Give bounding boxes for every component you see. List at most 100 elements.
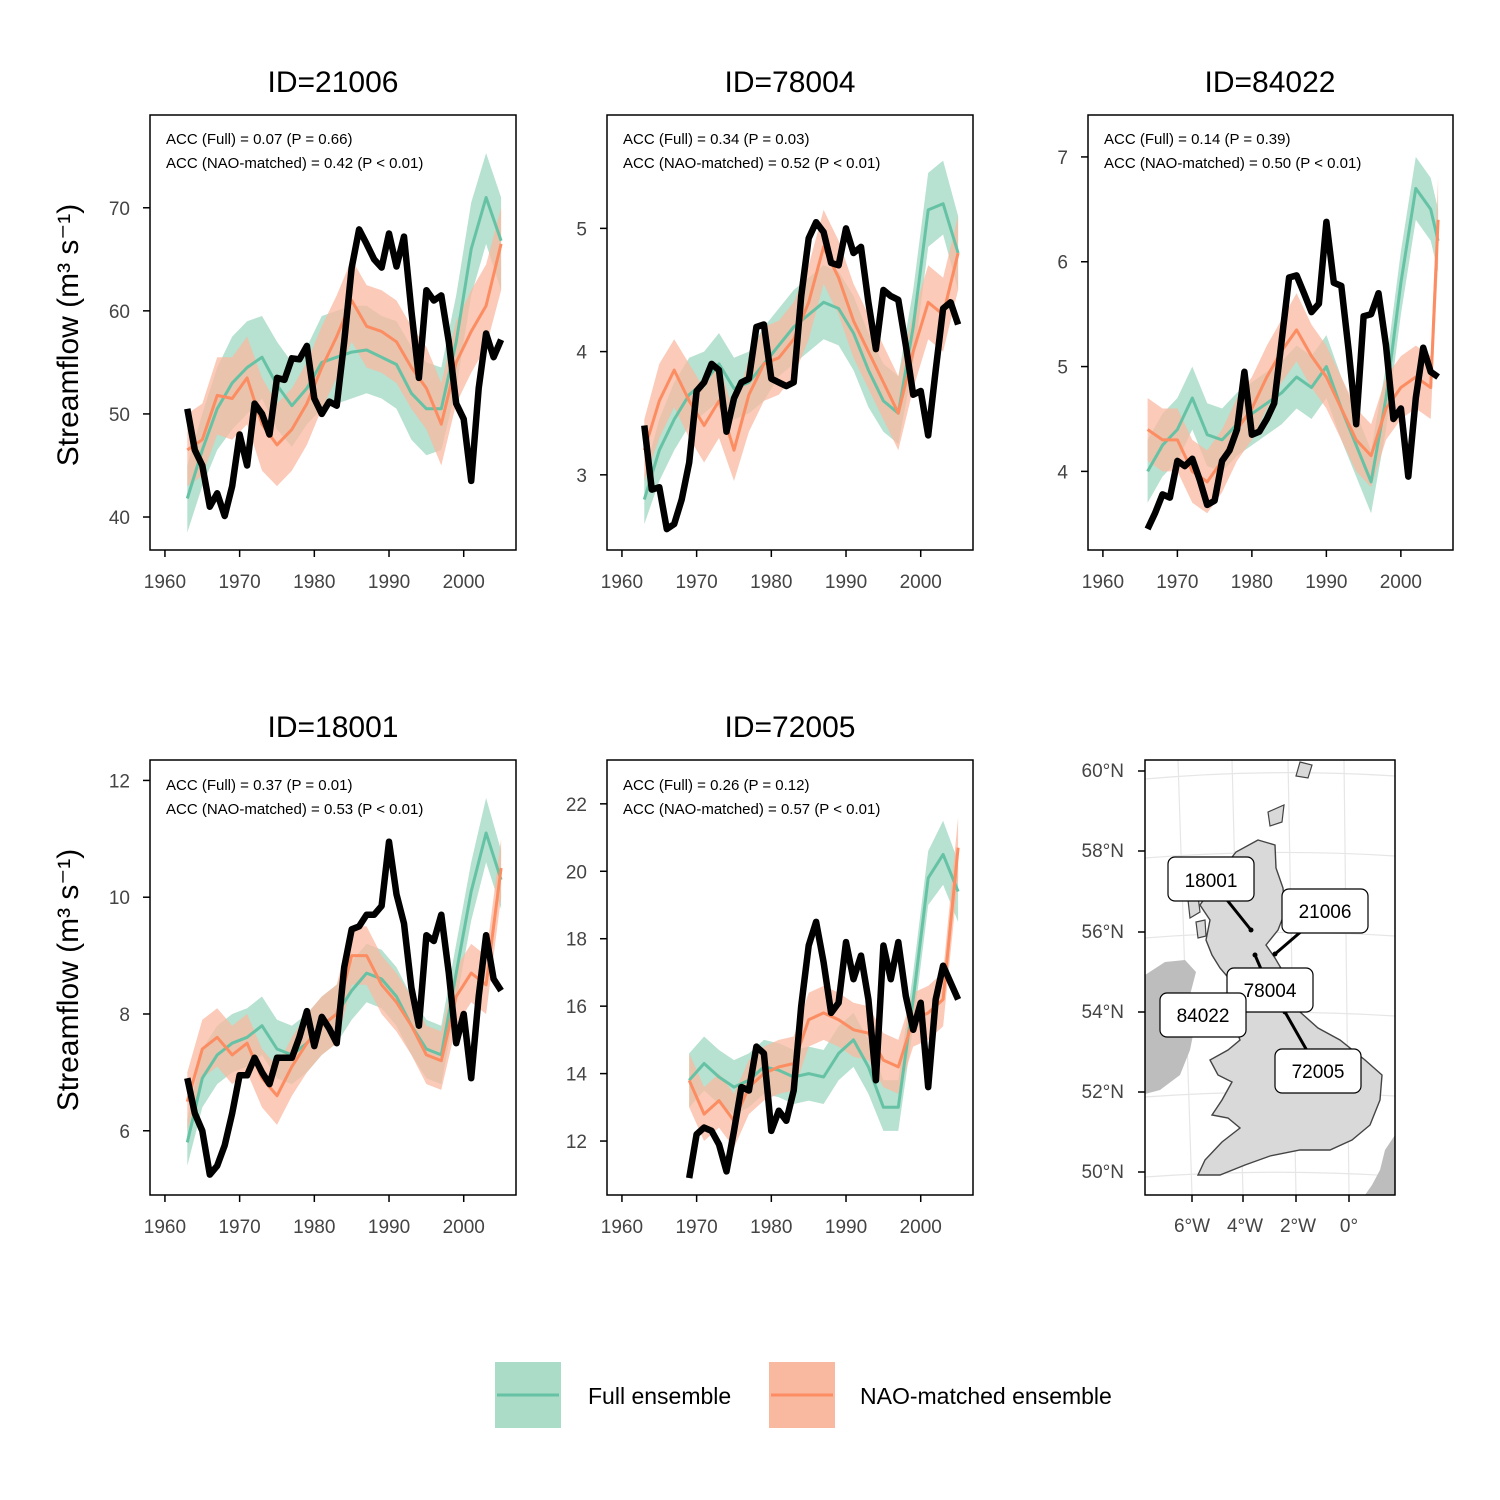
y-tick-label: 18 <box>566 930 587 951</box>
y-tick-label: 12 <box>109 771 130 792</box>
panel-title: ID=21006 <box>268 66 399 99</box>
svg-text:21006: 21006 <box>1299 902 1352 923</box>
x-tick-label: 2000 <box>443 572 485 593</box>
svg-text:50°N: 50°N <box>1082 1162 1124 1183</box>
x-tick-label: 1990 <box>825 1217 867 1238</box>
svg-text:Streamflow (m³ s⁻¹): Streamflow (m³ s⁻¹) <box>52 849 85 1112</box>
plot-area <box>685 817 962 1179</box>
line-full <box>688 852 960 1109</box>
x-tick-label: 1980 <box>750 1217 792 1238</box>
y-tick-label: 5 <box>576 219 587 240</box>
svg-text:56°N: 56°N <box>1082 922 1124 943</box>
svg-text:4°W: 4°W <box>1227 1216 1263 1237</box>
y-axis-label-text: Streamflow <box>52 961 85 1111</box>
svg-text:Streamflow (m³ s⁻¹): Streamflow (m³ s⁻¹) <box>52 204 85 467</box>
legend-key-nao <box>769 1362 835 1428</box>
panel-title: ID=84022 <box>1205 66 1336 99</box>
y-tick-label: 22 <box>566 795 587 816</box>
svg-text:18001: 18001 <box>1185 871 1238 892</box>
x-tick-label: 1970 <box>218 572 260 593</box>
x-tick-label: 1970 <box>1156 572 1198 593</box>
line-observed <box>184 226 505 520</box>
x-tick-label: 1980 <box>750 572 792 593</box>
legend-label-nao: NAO-matched ensemble <box>860 1383 1112 1409</box>
plot-frame <box>149 114 517 551</box>
legend-label-full: Full ensemble <box>588 1383 731 1409</box>
x-tick-label: 1990 <box>825 572 867 593</box>
panel-84022: ID=84022 ACC (Full) = 0.14 (P = 0.39) AC… <box>1057 66 1454 593</box>
plot-frame <box>606 759 974 1196</box>
y-tick-label: 4 <box>576 343 587 364</box>
acc-full-text: ACC (Full) = 0.34 (P = 0.03) <box>623 131 809 148</box>
line-full <box>1146 186 1440 484</box>
y-tick-label: 8 <box>119 1005 130 1026</box>
band-nao <box>1147 177 1439 514</box>
acc-nao-text: ACC (NAO-matched) = 0.52 (P < 0.01) <box>623 155 880 172</box>
y-tick-label: 4 <box>1057 462 1068 483</box>
station-label-72005: 72005 <box>1274 1048 1362 1094</box>
y-axis-unit: (m³ s⁻¹) <box>52 849 85 953</box>
line-full <box>185 831 503 1143</box>
x-tick-label: 1960 <box>601 1217 643 1238</box>
station-label-18001: 18001 <box>1167 856 1255 902</box>
x-tick-label: 1980 <box>293 1217 335 1238</box>
x-tick-label: 1970 <box>218 1217 260 1238</box>
y-tick-label: 5 <box>1057 358 1068 379</box>
acc-full-text: ACC (Full) = 0.07 (P = 0.66) <box>166 131 352 148</box>
plot-frame <box>606 114 974 551</box>
svg-text:84022: 84022 <box>1177 1006 1230 1027</box>
y-axis-label-text: Streamflow <box>52 316 85 466</box>
svg-text:2°W: 2°W <box>1280 1216 1316 1237</box>
station-label-84022: 84022 <box>1159 992 1247 1038</box>
map-frame <box>1144 759 1396 1196</box>
x-tick-label: 1960 <box>601 572 643 593</box>
x-tick-label: 1980 <box>1231 572 1273 593</box>
line-observed <box>685 918 962 1179</box>
acc-full-text: ACC (Full) = 0.26 (P = 0.12) <box>623 777 809 794</box>
acc-full-text: ACC (Full) = 0.37 (P = 0.01) <box>166 777 352 794</box>
panel-78004: ID=78004 ACC (Full) = 0.34 (P = 0.03) AC… <box>576 66 974 593</box>
line-observed <box>1144 218 1440 531</box>
panel-18001: ID=18001 ACC (Full) = 0.37 (P = 0.01) AC… <box>109 711 517 1238</box>
x-tick-label: 1960 <box>144 572 186 593</box>
plot-area <box>184 798 504 1178</box>
panel-title: ID=72005 <box>725 711 856 744</box>
station-label-78004: 78004 <box>1226 967 1314 1013</box>
svg-text:78004: 78004 <box>1244 981 1297 1002</box>
x-tick-label: 2000 <box>1380 572 1422 593</box>
x-tick-label: 2000 <box>900 572 942 593</box>
y-axis-label-top: Streamflow (m³ s⁻¹) <box>52 204 85 467</box>
plot-frame <box>1087 114 1454 551</box>
svg-text:52°N: 52°N <box>1082 1082 1124 1103</box>
y-axis-label-bottom: Streamflow (m³ s⁻¹) <box>52 849 85 1112</box>
station-label-21006: 21006 <box>1281 888 1369 934</box>
x-tick-label: 2000 <box>443 1217 485 1238</box>
acc-full-text: ACC (Full) = 0.14 (P = 0.39) <box>1104 131 1290 148</box>
panel-title: ID=78004 <box>725 66 856 99</box>
acc-nao-text: ACC (NAO-matched) = 0.57 (P < 0.01) <box>623 801 880 818</box>
y-tick-label: 40 <box>109 508 130 529</box>
x-tick-label: 1990 <box>368 572 410 593</box>
panel-21006: ID=21006 ACC (Full) = 0.07 (P = 0.66) AC… <box>109 66 517 593</box>
svg-text:60°N: 60°N <box>1082 761 1124 782</box>
plot-area <box>1144 156 1440 531</box>
y-tick-label: 16 <box>566 997 587 1018</box>
y-tick-label: 10 <box>109 888 130 909</box>
map-lat-labels: 60°N 58°N 56°N 54°N 52°N 50°N <box>1082 761 1145 1183</box>
y-axis-unit: (m³ s⁻¹) <box>52 204 85 308</box>
legend-key-full <box>495 1362 561 1428</box>
svg-text:0°: 0° <box>1340 1216 1358 1237</box>
y-tick-label: 14 <box>566 1065 588 1086</box>
acc-nao-text: ACC (NAO-matched) = 0.50 (P < 0.01) <box>1104 155 1361 172</box>
y-tick-label: 50 <box>109 405 130 426</box>
svg-text:58°N: 58°N <box>1082 841 1124 862</box>
x-tick-label: 1980 <box>293 572 335 593</box>
x-tick-label: 1990 <box>1305 572 1347 593</box>
legend: Full ensemble NAO-matched ensemble <box>495 1362 1112 1428</box>
x-tick-label: 1970 <box>675 572 717 593</box>
france-landmass <box>1365 1135 1395 1195</box>
acc-nao-text: ACC (NAO-matched) = 0.53 (P < 0.01) <box>166 801 423 818</box>
y-tick-label: 60 <box>109 302 130 323</box>
band-full <box>1147 156 1439 514</box>
